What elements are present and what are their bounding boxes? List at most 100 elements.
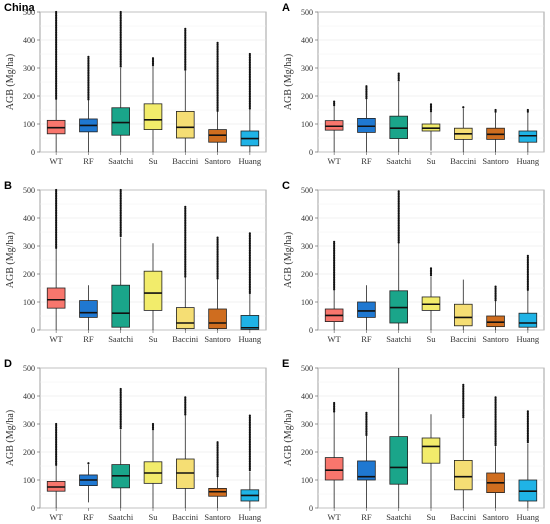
x-tick-label: WT <box>50 156 64 166</box>
y-tick-label: 100 <box>23 120 35 129</box>
panel-tag: A <box>282 2 290 14</box>
panel-tag: B <box>4 180 12 192</box>
x-tick-label: WT <box>50 512 64 522</box>
box-body <box>486 315 505 328</box>
x-tick-label: Baccini <box>450 512 477 522</box>
panel-e: E 0 100 200 300 400 500 AGB (Mg/ha) WT RF Saatchi S… <box>282 358 545 522</box>
box-body <box>143 103 163 130</box>
box-body <box>143 270 163 311</box>
panel-c: C 0 100 200 300 400 500 AGB (Mg/ha) WT RF Saatchi S… <box>282 180 545 344</box>
box-su <box>143 422 163 508</box>
x-tick-label: RF <box>83 512 94 522</box>
box-body <box>518 130 538 143</box>
x-tick-label: Baccini <box>172 334 199 344</box>
x-tick-label: Su <box>149 334 159 344</box>
y-axis-label: AGB (Mg/ha) <box>5 232 16 288</box>
box-su <box>421 267 441 330</box>
x-tick-label: Huang <box>239 156 262 166</box>
y-tick-label: 500 <box>23 186 35 195</box>
box-su <box>421 103 441 151</box>
x-tick-label: Saatchi <box>386 334 412 344</box>
y-tick-label: 300 <box>23 420 35 429</box>
y-tick-label: 200 <box>23 270 35 279</box>
y-tick-label: 300 <box>301 64 313 73</box>
y-tick-label: 500 <box>301 186 313 195</box>
y-tick-label: 400 <box>23 214 35 223</box>
box-huang <box>240 232 260 330</box>
box-rf <box>79 462 98 503</box>
box-body <box>240 315 260 330</box>
panel-tag: C <box>282 180 290 192</box>
x-tick-label: Saatchi <box>108 512 134 522</box>
box-huang <box>240 52 260 152</box>
box-baccini <box>176 27 195 152</box>
x-tick-label: Su <box>427 334 437 344</box>
x-tick-label: Huang <box>517 512 540 522</box>
box-baccini <box>176 205 195 330</box>
panel-tag: China <box>4 2 35 14</box>
y-axis-label: AGB (Mg/ha) <box>5 410 16 466</box>
x-tick-label: Santoro <box>482 156 508 166</box>
y-tick-label: 400 <box>301 36 313 45</box>
box-rf <box>79 285 98 330</box>
box-body <box>421 437 441 464</box>
y-tick-label: 400 <box>301 392 313 401</box>
y-tick-label: 200 <box>301 270 313 279</box>
x-tick-label: Saatchi <box>386 156 412 166</box>
panel-china: China 0 100 200 300 400 500 AGB (Mg/ha) WT RF Saat… <box>4 2 267 166</box>
box-santoro <box>486 285 505 330</box>
box-body <box>46 287 66 309</box>
panel-a: A 0 100 200 300 400 500 AGB (Mg/ha) WT RF Saatchi S… <box>282 2 545 166</box>
box-huang <box>518 254 538 330</box>
x-tick-label: WT <box>328 156 342 166</box>
box-wt <box>46 188 66 330</box>
x-tick-label: Santoro <box>482 512 508 522</box>
x-tick-label: WT <box>328 512 342 522</box>
box-rf <box>79 55 98 152</box>
box-baccini <box>454 383 473 508</box>
x-tick-label: RF <box>83 334 94 344</box>
y-tick-label: 400 <box>23 392 35 401</box>
y-tick-label: 200 <box>23 92 35 101</box>
box-santoro <box>208 236 227 330</box>
box-body <box>324 457 344 481</box>
box-body <box>357 301 376 318</box>
x-tick-label: RF <box>83 156 94 166</box>
box-su <box>143 243 163 330</box>
box-huang <box>518 410 538 508</box>
box-saatchi <box>111 10 130 152</box>
box-rf <box>357 285 376 330</box>
y-tick-label: 0 <box>309 326 313 335</box>
box-wt <box>46 10 66 152</box>
y-tick-label: 0 <box>309 148 313 157</box>
y-tick-label: 200 <box>301 448 313 457</box>
x-tick-label: Baccini <box>450 156 477 166</box>
box-body <box>111 284 130 328</box>
box-baccini <box>454 279 473 330</box>
box-saatchi <box>111 387 130 508</box>
box-body <box>176 111 195 139</box>
x-tick-label: Santoro <box>204 512 230 522</box>
box-baccini <box>176 396 195 508</box>
x-tick-label: Huang <box>517 156 540 166</box>
y-tick-label: 400 <box>301 214 313 223</box>
x-tick-label: Baccini <box>172 512 199 522</box>
box-huang <box>518 108 538 152</box>
x-tick-label: WT <box>50 334 64 344</box>
y-tick-label: 0 <box>309 504 313 513</box>
x-tick-label: Saatchi <box>108 156 134 166</box>
x-tick-label: Santoro <box>482 334 508 344</box>
box-santoro <box>486 396 505 508</box>
y-tick-label: 100 <box>23 476 35 485</box>
y-tick-label: 100 <box>23 298 35 307</box>
x-tick-label: Huang <box>517 334 540 344</box>
x-tick-label: Baccini <box>450 334 477 344</box>
box-rf <box>357 85 376 152</box>
y-tick-label: 400 <box>23 36 35 45</box>
x-tick-label: Santoro <box>204 334 230 344</box>
y-tick-label: 100 <box>301 120 313 129</box>
box-body <box>518 312 538 328</box>
box-body <box>357 118 376 133</box>
x-tick-label: Santoro <box>204 156 230 166</box>
